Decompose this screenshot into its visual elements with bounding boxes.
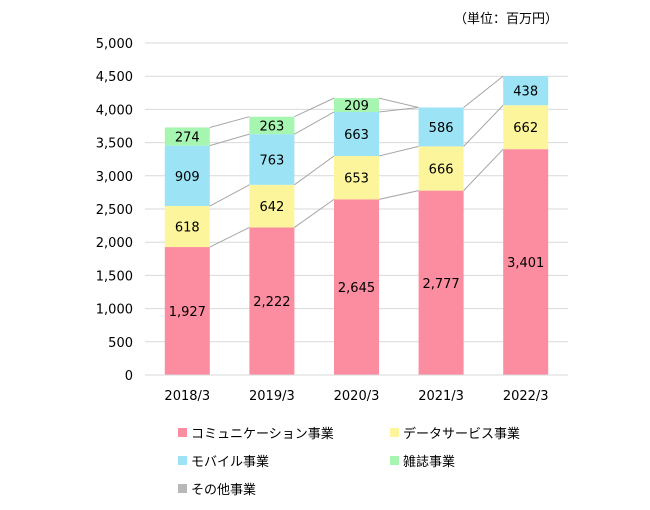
series-connector-line <box>463 148 504 191</box>
data-label: 2,222 <box>253 295 290 310</box>
series-connector-line <box>378 145 419 157</box>
data-label: 909 <box>175 170 200 185</box>
data-label: 1,927 <box>169 305 206 320</box>
series-connector-line <box>294 155 335 186</box>
x-tick-label: 2021/3 <box>418 389 464 404</box>
series-connector-line <box>378 97 419 108</box>
series-connector-line <box>209 227 250 248</box>
series-connector-line <box>463 104 504 147</box>
y-tick-label: 3,500 <box>96 137 133 152</box>
data-label: 763 <box>259 153 284 168</box>
unit-label: （単位：百万円） <box>453 12 558 27</box>
data-label: 209 <box>344 99 369 114</box>
data-label: 2,645 <box>338 281 375 296</box>
data-label: 666 <box>429 162 454 177</box>
y-tick-label: 5,000 <box>96 37 133 52</box>
series-connector-line <box>378 190 419 200</box>
bar-segment <box>334 199 379 375</box>
x-tick-label: 2020/3 <box>334 389 380 404</box>
bar-segment <box>503 149 549 375</box>
data-label: 263 <box>259 119 284 134</box>
y-tick-label: 4,500 <box>96 70 133 85</box>
x-tick-label: 2018/3 <box>164 389 210 404</box>
data-label: 438 <box>513 85 538 100</box>
x-tick-label: 2019/3 <box>249 389 295 404</box>
bar-segment <box>164 247 210 375</box>
bar-segment <box>249 116 295 135</box>
y-tick-label: 2,500 <box>96 203 133 218</box>
y-tick-label: 2,000 <box>96 236 133 251</box>
series-connector-line <box>294 97 335 118</box>
data-label: 2,777 <box>422 277 459 292</box>
bar-segment <box>249 227 295 375</box>
bar-segment <box>418 190 464 375</box>
data-label: 653 <box>344 172 369 187</box>
y-tick-label: 4,000 <box>96 103 133 118</box>
series-connector-line <box>463 75 504 108</box>
data-label: 663 <box>344 128 369 143</box>
series-connector-line <box>209 133 250 147</box>
bar-segment <box>503 105 549 150</box>
bar-segment <box>503 76 549 106</box>
series-connector-line <box>294 198 335 228</box>
data-label: 662 <box>513 121 538 136</box>
bar-segment <box>418 107 464 147</box>
bar-segment <box>334 156 379 200</box>
bar-segment <box>249 184 295 228</box>
data-label: 3,401 <box>507 256 544 271</box>
series-connector-line <box>209 116 250 128</box>
data-label: 274 <box>175 131 200 146</box>
data-label: 618 <box>175 221 200 236</box>
data-label: 586 <box>429 121 454 136</box>
bar-segment <box>164 127 210 146</box>
x-tick-label: 2022/3 <box>503 389 549 404</box>
data-label: 642 <box>259 200 284 215</box>
y-tick-label: 1,000 <box>96 303 133 318</box>
bar-segment <box>418 146 464 191</box>
y-tick-label: 500 <box>108 336 133 351</box>
bar-segment <box>249 134 295 185</box>
bar-segment <box>334 98 379 112</box>
y-tick-label: 1,500 <box>96 269 133 284</box>
bar-segment <box>164 206 210 248</box>
bar-segment <box>334 111 379 157</box>
series-connector-line <box>294 111 335 135</box>
series-connector-line <box>209 184 250 207</box>
y-tick-label: 0 <box>125 369 133 384</box>
series-connector-line <box>378 106 419 113</box>
y-tick-label: 3,000 <box>96 170 133 185</box>
bar-segment <box>164 145 210 207</box>
